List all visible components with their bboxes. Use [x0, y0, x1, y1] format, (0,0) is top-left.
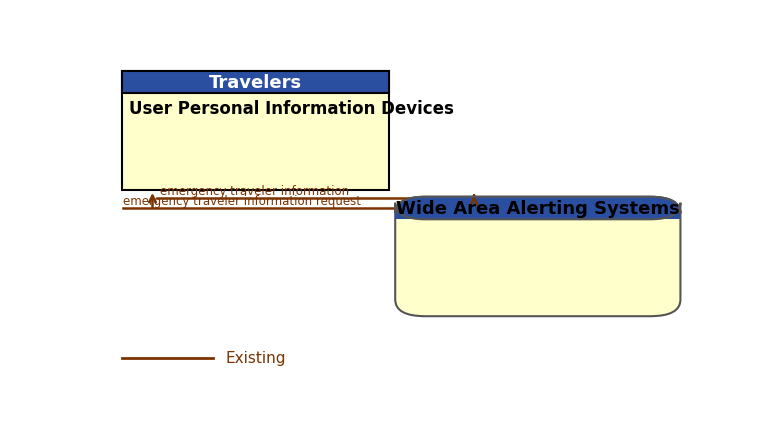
- FancyBboxPatch shape: [122, 71, 389, 94]
- Text: emergency traveler information: emergency traveler information: [160, 184, 349, 197]
- Text: Travelers: Travelers: [209, 74, 302, 92]
- FancyBboxPatch shape: [395, 207, 680, 220]
- FancyBboxPatch shape: [395, 197, 680, 220]
- Text: Existing: Existing: [226, 350, 286, 366]
- Text: Wide Area Alerting Systems: Wide Area Alerting Systems: [396, 200, 680, 218]
- FancyBboxPatch shape: [395, 197, 680, 316]
- Text: User Personal Information Devices: User Personal Information Devices: [129, 100, 454, 118]
- FancyBboxPatch shape: [122, 71, 389, 190]
- Text: emergency traveler information request: emergency traveler information request: [124, 194, 362, 207]
